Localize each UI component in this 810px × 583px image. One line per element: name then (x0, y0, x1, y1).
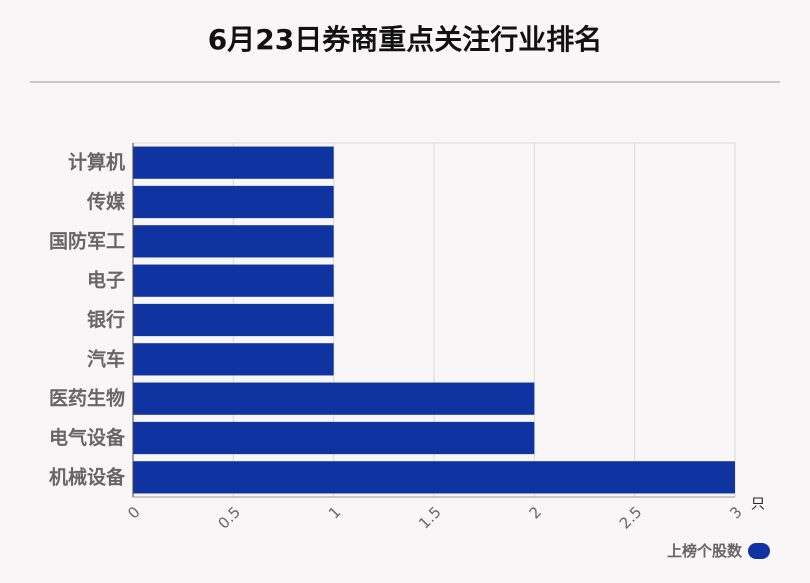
x-unit-label: 只 (751, 497, 765, 513)
category-label: 医药生物 (49, 387, 125, 410)
category-label: 传媒 (86, 190, 126, 213)
x-tick-label: 1 (325, 503, 344, 522)
legend-swatch (748, 542, 770, 559)
chart-title: 6月23日券商重点关注行业排名 (207, 23, 603, 56)
x-tick-label: 3 (726, 503, 745, 522)
bar (133, 303, 334, 337)
x-tick-label: 1.5 (415, 503, 445, 533)
title-divider (30, 81, 780, 83)
x-tick-label: 2.5 (616, 503, 646, 533)
x-tick-label: 0 (124, 503, 143, 522)
bar (133, 421, 535, 455)
bar (133, 264, 334, 297)
legend-label: 上榜个股数 (666, 542, 742, 560)
category-label: 计算机 (68, 151, 125, 174)
category-label: 国防军工 (49, 229, 125, 252)
category-label: 汽车 (87, 347, 125, 370)
legend[interactable]: 上榜个股数 (667, 540, 770, 561)
x-tick-label: 2 (526, 503, 545, 522)
category-label: 电子 (87, 269, 125, 292)
bar (133, 461, 735, 494)
bar (133, 146, 334, 179)
bar (133, 343, 334, 376)
category-label: 银行 (87, 308, 125, 331)
bar (133, 185, 334, 219)
bar (133, 225, 334, 258)
category-label: 电气设备 (49, 426, 126, 449)
bar (133, 382, 535, 415)
x-tick-label: 0.5 (214, 503, 244, 533)
category-label: 机械设备 (49, 465, 126, 488)
